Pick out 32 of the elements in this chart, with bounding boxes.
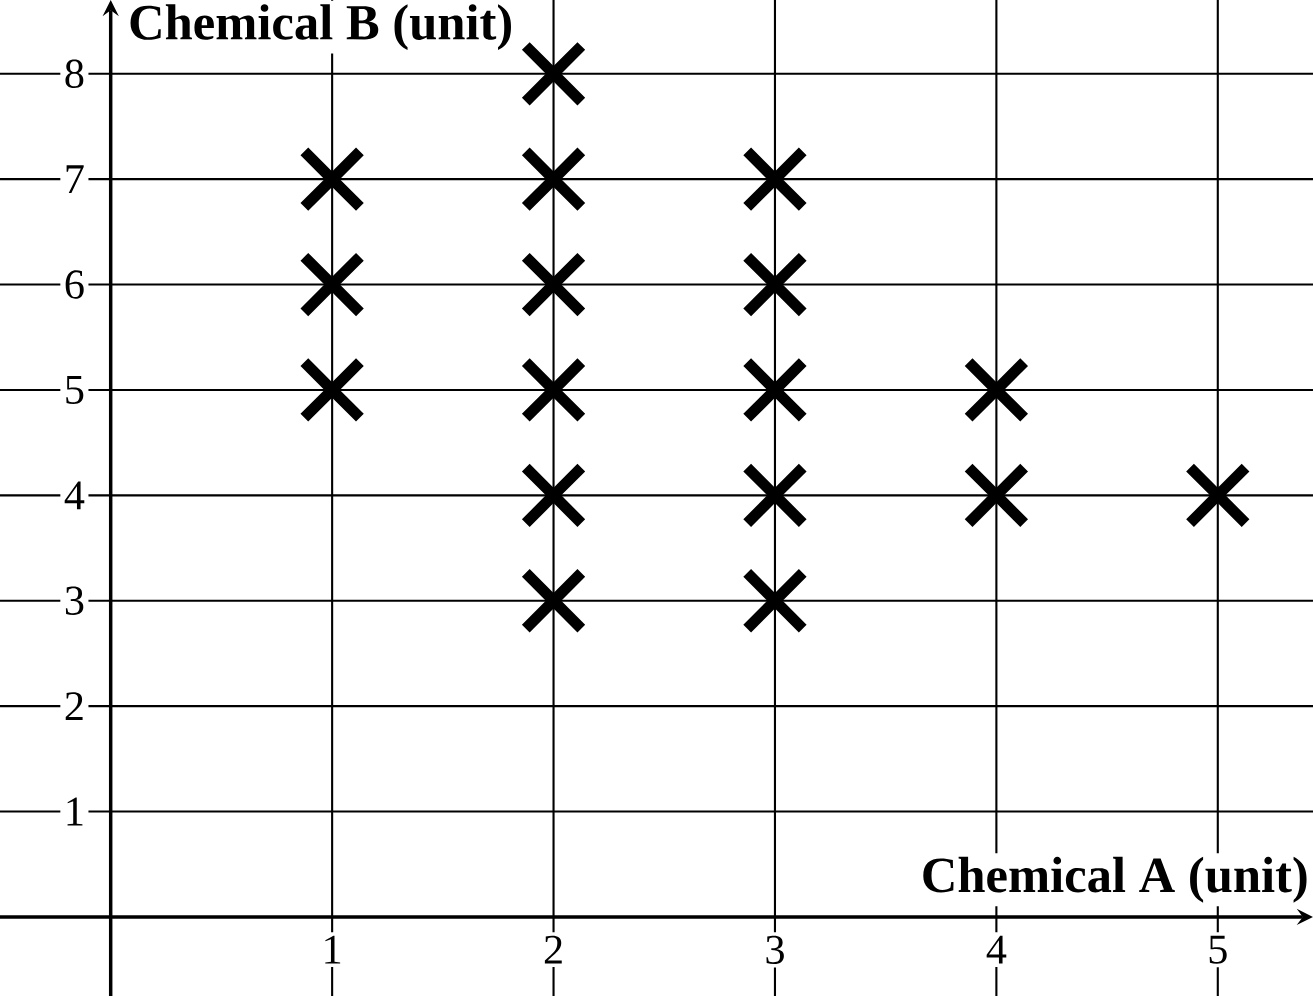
y-tick-label: 3 [65, 586, 84, 615]
point [521, 147, 586, 211]
x-tick-label: 2 [544, 935, 562, 964]
y-tick-label: 8 [65, 59, 84, 88]
point [521, 569, 586, 633]
point [300, 358, 364, 422]
point [743, 569, 807, 633]
point [964, 358, 1029, 422]
x-axis-title: Chemical A (unit) [923, 856, 1307, 903]
y-tick-label: 5 [66, 375, 84, 404]
point [964, 463, 1029, 527]
y-tick-label: 2 [65, 692, 83, 721]
point [300, 147, 364, 211]
point [521, 463, 586, 527]
point [743, 147, 807, 211]
point [743, 358, 807, 422]
point [1186, 463, 1250, 527]
x-tick-label: 1 [325, 935, 341, 964]
point [521, 358, 586, 422]
point [743, 463, 807, 527]
y-axis-title: Chemical B (unit) [130, 4, 511, 51]
y-tick-label: 6 [65, 270, 84, 299]
y-tick-label: 7 [66, 165, 84, 193]
point [521, 42, 586, 106]
x-tick-label: 5 [1209, 935, 1227, 964]
point [300, 252, 364, 317]
y-tick-label: 4 [64, 481, 85, 510]
x-tick-label: 3 [766, 935, 784, 964]
point [521, 252, 586, 317]
x-tick-label: 4 [986, 935, 1007, 964]
y-tick-label: 1 [67, 797, 83, 826]
point [743, 252, 807, 317]
